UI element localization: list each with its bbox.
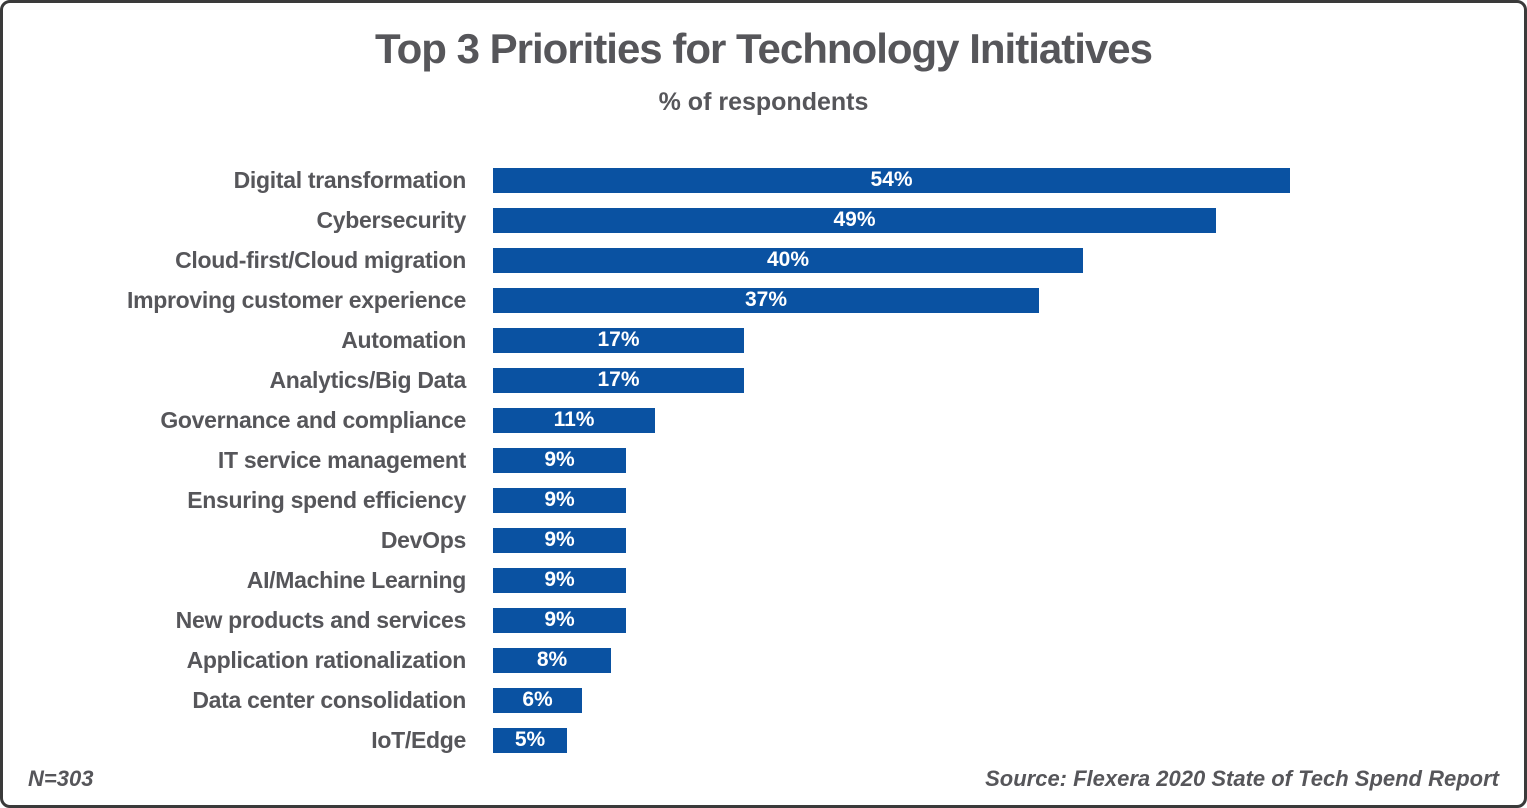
bar-chart: Digital transformation 54% Cybersecurity 49…: [3, 160, 1524, 760]
bar-value-label: 37%: [744, 288, 788, 311]
bar: 11%: [493, 407, 655, 433]
bar: 17%: [493, 367, 744, 393]
bar: 40%: [493, 247, 1083, 273]
sample-size-note: N=303: [28, 766, 94, 791]
source-note: Source: Flexera 2020 State of Tech Spend…: [985, 766, 1499, 791]
bar-value-label: 9%: [544, 448, 575, 471]
bar: 9%: [493, 447, 626, 473]
chart-row: Ensuring spend efficiency 9%: [3, 480, 1524, 520]
chart-subtitle: % of respondents: [658, 88, 869, 116]
bar-value-label: 40%: [766, 248, 810, 271]
category-label: Analytics/Big Data: [269, 366, 466, 393]
chart-row: Digital transformation 54%: [3, 160, 1524, 200]
bar: 37%: [493, 287, 1039, 313]
bar: 5%: [493, 727, 567, 753]
bar-value-label: 49%: [833, 208, 876, 231]
chart-row: AI/Machine Learning 9%: [3, 560, 1524, 600]
bar-track: 17%: [493, 367, 1524, 393]
bar-value-label: 9%: [544, 528, 575, 551]
chart-row: IT service management 9%: [3, 440, 1524, 480]
category-label: Data center consolidation: [192, 686, 466, 713]
bar: 9%: [493, 527, 626, 553]
bar-track: 9%: [493, 447, 1524, 473]
chart-row: New products and services 9%: [3, 600, 1524, 640]
bar: 9%: [493, 607, 626, 633]
bar: 6%: [493, 687, 582, 713]
category-label: AI/Machine Learning: [246, 566, 467, 593]
chart-row: Application rationalization 8%: [3, 640, 1524, 680]
bar-value-label: 11%: [553, 408, 595, 431]
category-label: DevOps: [380, 526, 466, 553]
bar-track: 37%: [493, 287, 1524, 313]
bar-track: 9%: [493, 487, 1524, 513]
chart-row: Analytics/Big Data 17%: [3, 360, 1524, 400]
bar-value-label: 5%: [514, 728, 546, 751]
chart-title: Top 3 Priorities for Technology Initiati…: [375, 25, 1153, 72]
category-label: IT service management: [217, 446, 466, 473]
bar-track: 11%: [493, 407, 1524, 433]
chart-row: IoT/Edge 5%: [3, 720, 1524, 760]
chart-row: Data center consolidation 6%: [3, 680, 1524, 720]
bar-track: 40%: [493, 247, 1524, 273]
bar-value-label: 9%: [544, 568, 575, 591]
bar: 54%: [493, 167, 1290, 193]
bar-track: 54%: [493, 167, 1524, 193]
bar: 9%: [493, 567, 626, 593]
chart-row: Improving customer experience 37%: [3, 280, 1524, 320]
bar-track: 9%: [493, 567, 1524, 593]
category-label: Automation: [341, 326, 466, 353]
chart-row: DevOps 9%: [3, 520, 1524, 560]
category-label: New products and services: [175, 606, 467, 633]
bar-track: 9%: [493, 527, 1524, 553]
bar-track: 17%: [493, 327, 1524, 353]
chart-row: Cybersecurity 49%: [3, 200, 1524, 240]
category-label: Cloud-first/Cloud migration: [175, 246, 466, 273]
bar-track: 9%: [493, 607, 1524, 633]
category-label: Governance and compliance: [160, 406, 466, 433]
bar-value-label: 54%: [870, 168, 913, 191]
category-label: Ensuring spend efficiency: [187, 486, 466, 513]
category-label: Improving customer experience: [127, 286, 466, 313]
bar-value-label: 6%: [522, 688, 553, 711]
bar-track: 5%: [493, 727, 1524, 753]
bar-value-label: 17%: [597, 368, 640, 391]
category-label: Digital transformation: [233, 166, 467, 193]
bar-track: 8%: [493, 647, 1524, 673]
bar: 49%: [493, 207, 1216, 233]
bar-value-label: 9%: [544, 608, 575, 631]
category-label: IoT/Edge: [371, 726, 466, 753]
category-label: Application rationalization: [186, 646, 467, 673]
bar-value-label: 8%: [536, 648, 568, 671]
chart-row: Automation 17%: [3, 320, 1524, 360]
bar-track: 49%: [493, 207, 1524, 233]
bar-track: 6%: [493, 687, 1524, 713]
bar: 9%: [493, 487, 626, 513]
bar: 17%: [493, 327, 744, 353]
bar-value-label: 9%: [544, 488, 575, 511]
chart-row: Governance and compliance 11%: [3, 400, 1524, 440]
bar: 8%: [493, 647, 611, 673]
chart-row: Cloud-first/Cloud migration 40%: [3, 240, 1524, 280]
category-label: Cybersecurity: [316, 206, 466, 233]
bar-value-label: 17%: [597, 328, 640, 351]
